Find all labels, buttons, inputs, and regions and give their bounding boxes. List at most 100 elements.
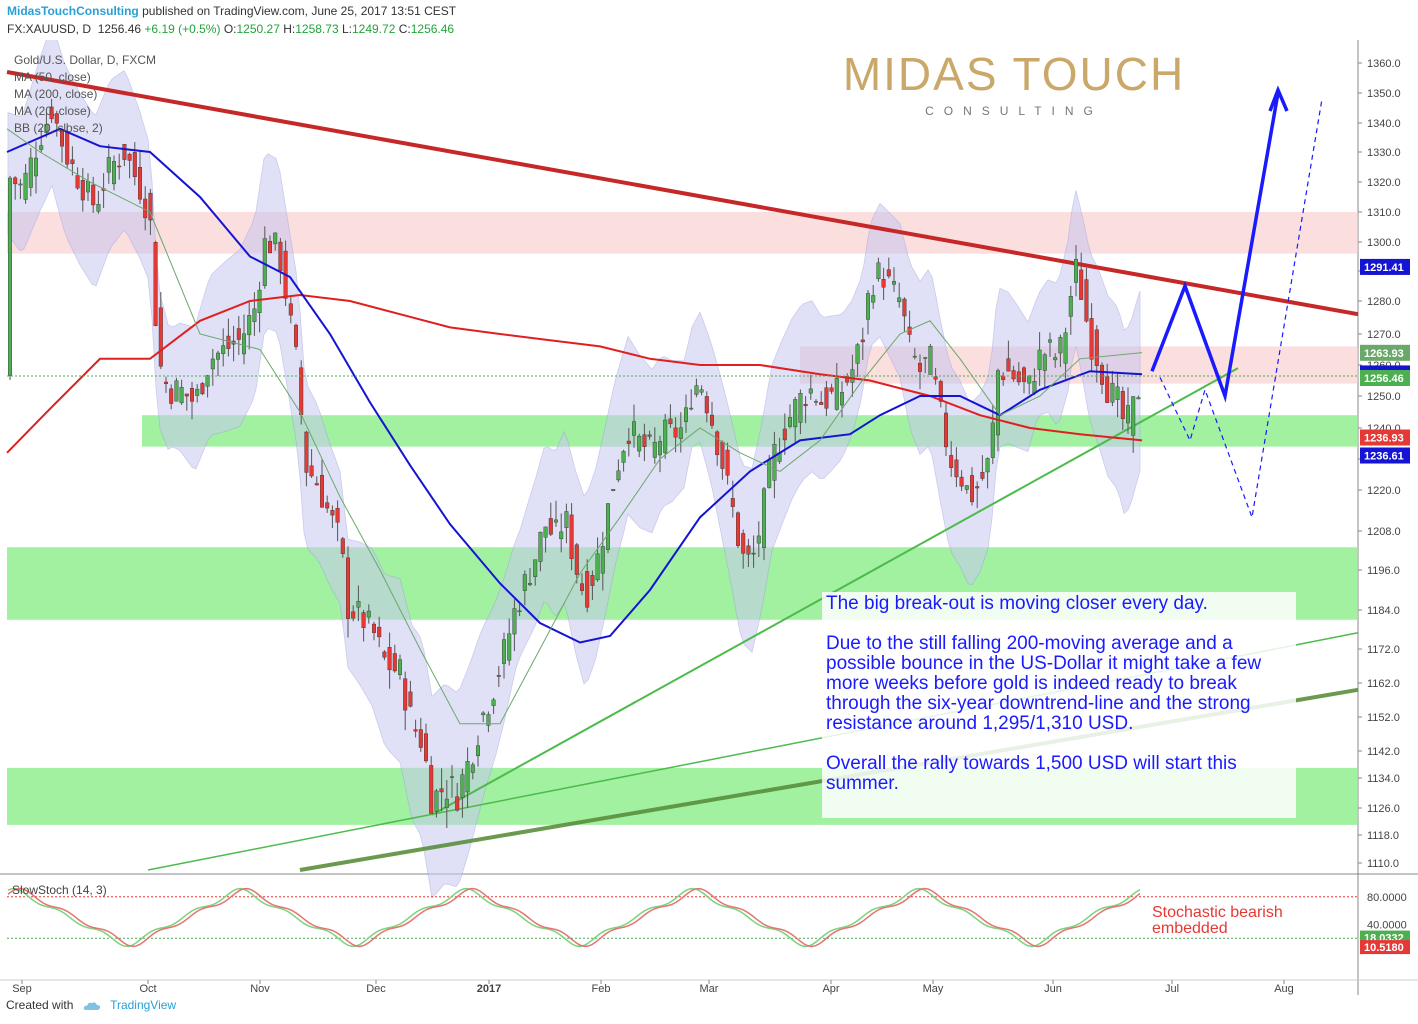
candle[interactable]: [236, 315, 241, 355]
candle[interactable]: [928, 343, 933, 375]
candle[interactable]: [871, 285, 876, 310]
candle[interactable]: [819, 391, 824, 405]
candle[interactable]: [954, 447, 959, 488]
candle[interactable]: [23, 164, 28, 204]
candle[interactable]: [840, 381, 845, 418]
candle[interactable]: [424, 723, 429, 763]
legend-bb[interactable]: BB (20, close, 2): [14, 121, 103, 135]
stoch-legend[interactable]: SlowStoch (14, 3): [12, 883, 107, 897]
candle[interactable]: [866, 290, 871, 335]
candle[interactable]: [226, 318, 231, 357]
candle[interactable]: [1105, 363, 1110, 404]
candle[interactable]: [18, 178, 23, 200]
candle[interactable]: [751, 535, 756, 568]
candle[interactable]: [621, 449, 626, 472]
candle[interactable]: [923, 356, 928, 374]
candle[interactable]: [897, 282, 902, 308]
candle[interactable]: [174, 377, 179, 402]
candle[interactable]: [834, 363, 839, 411]
candle[interactable]: [1027, 375, 1032, 395]
candle[interactable]: [970, 467, 975, 506]
candle[interactable]: [725, 442, 730, 485]
candle[interactable]: [44, 112, 49, 138]
candle[interactable]: [351, 605, 356, 622]
candle[interactable]: [881, 267, 886, 300]
candle[interactable]: [80, 167, 85, 212]
candle[interactable]: [320, 459, 325, 508]
candle[interactable]: [268, 235, 273, 254]
candle[interactable]: [652, 427, 657, 464]
candle[interactable]: [860, 327, 865, 360]
candle[interactable]: [585, 559, 590, 613]
candle[interactable]: [288, 297, 293, 324]
candle[interactable]: [377, 616, 382, 648]
candle[interactable]: [1073, 245, 1078, 297]
candle[interactable]: [517, 602, 522, 617]
candle[interactable]: [548, 502, 553, 536]
candle[interactable]: [309, 449, 314, 478]
candle[interactable]: [637, 433, 642, 458]
price-chart[interactable]: 1110.0 1118.0 1126.0 1134.0 1142.0 1152.0 1162…: [0, 40, 1418, 995]
candle[interactable]: [746, 538, 751, 568]
candle[interactable]: [736, 511, 741, 549]
candle[interactable]: [460, 768, 465, 818]
candle[interactable]: [398, 654, 403, 680]
candle[interactable]: [1011, 365, 1016, 382]
candle[interactable]: [257, 281, 262, 333]
candle[interactable]: [325, 495, 330, 513]
candle[interactable]: [814, 399, 819, 406]
candle[interactable]: [153, 240, 158, 327]
candle[interactable]: [111, 155, 116, 191]
candle[interactable]: [918, 354, 923, 390]
candle[interactable]: [372, 621, 377, 641]
candle[interactable]: [1084, 267, 1089, 323]
time-axis[interactable]: Sep Oct Nov Dec 2017 Feb Mar Apr May Jun Jul Aug: [12, 980, 1294, 995]
candle[interactable]: [1079, 252, 1084, 300]
candle[interactable]: [580, 573, 585, 596]
legend-symbol[interactable]: Gold/U.S. Dollar, D, FXCM: [14, 53, 157, 67]
candle[interactable]: [803, 396, 808, 424]
candle[interactable]: [902, 297, 907, 332]
candle[interactable]: [522, 570, 527, 606]
candle[interactable]: [70, 146, 75, 176]
candle[interactable]: [340, 536, 345, 558]
candle[interactable]: [980, 455, 985, 481]
candle[interactable]: [658, 435, 663, 473]
candle[interactable]: [13, 176, 18, 200]
candle[interactable]: [392, 644, 397, 673]
candle[interactable]: [1125, 387, 1130, 434]
candle[interactable]: [554, 500, 559, 527]
candle[interactable]: [507, 618, 512, 666]
candle[interactable]: [34, 141, 39, 194]
price-axis[interactable]: 1110.0 1118.0 1126.0 1134.0 1142.0 1152.0 1162…: [1358, 58, 1410, 870]
candle[interactable]: [1110, 370, 1115, 407]
candle[interactable]: [590, 570, 595, 601]
candle[interactable]: [486, 711, 491, 733]
candle[interactable]: [1042, 352, 1047, 388]
candle[interactable]: [502, 632, 507, 679]
candle[interactable]: [470, 762, 475, 780]
candle[interactable]: [912, 347, 917, 360]
candle[interactable]: [538, 531, 543, 572]
candle[interactable]: [1120, 386, 1125, 431]
candle[interactable]: [944, 402, 949, 456]
candle[interactable]: [91, 176, 96, 213]
candle[interactable]: [1089, 303, 1094, 372]
candle[interactable]: [413, 719, 418, 738]
candle[interactable]: [335, 500, 340, 542]
candle[interactable]: [1099, 362, 1104, 394]
candle[interactable]: [824, 381, 829, 417]
candle[interactable]: [741, 529, 746, 569]
candle[interactable]: [137, 151, 142, 205]
candle[interactable]: [892, 267, 897, 292]
candle[interactable]: [1047, 332, 1052, 357]
candle[interactable]: [158, 291, 163, 370]
candle[interactable]: [294, 323, 299, 350]
candle[interactable]: [1115, 373, 1120, 418]
candle[interactable]: [1058, 334, 1063, 368]
candle[interactable]: [491, 697, 496, 714]
candle[interactable]: [28, 147, 33, 197]
candle[interactable]: [382, 650, 387, 661]
legend-ma200[interactable]: MA (200, close): [14, 87, 98, 101]
candle[interactable]: [330, 505, 335, 529]
